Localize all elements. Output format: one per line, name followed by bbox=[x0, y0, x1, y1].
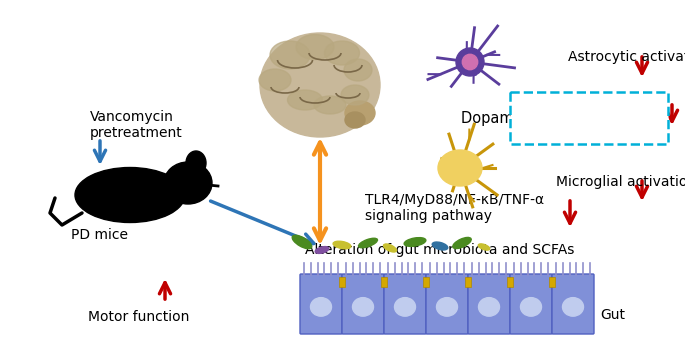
Text: TLR4/MyD88/NF-κB/TNF-α: TLR4/MyD88/NF-κB/TNF-α bbox=[365, 193, 544, 207]
Ellipse shape bbox=[384, 244, 397, 252]
Ellipse shape bbox=[259, 69, 291, 91]
Ellipse shape bbox=[164, 162, 212, 204]
Bar bbox=[339, 277, 345, 287]
Ellipse shape bbox=[453, 237, 471, 248]
Text: Gut: Gut bbox=[600, 308, 625, 322]
Text: signaling pathway: signaling pathway bbox=[365, 209, 492, 223]
Ellipse shape bbox=[438, 150, 482, 186]
Ellipse shape bbox=[562, 298, 584, 316]
Ellipse shape bbox=[436, 298, 458, 316]
Ellipse shape bbox=[333, 241, 351, 249]
Ellipse shape bbox=[479, 298, 499, 316]
FancyBboxPatch shape bbox=[510, 274, 552, 334]
FancyBboxPatch shape bbox=[552, 274, 594, 334]
Text: PD mice: PD mice bbox=[71, 228, 129, 242]
Ellipse shape bbox=[341, 85, 369, 105]
Text: Motor function: Motor function bbox=[88, 310, 189, 324]
Text: Vancomycin
pretreatment: Vancomycin pretreatment bbox=[90, 110, 183, 140]
Ellipse shape bbox=[260, 33, 380, 137]
Ellipse shape bbox=[296, 35, 334, 60]
Text: Alteration of gut microbiota and SCFAs: Alteration of gut microbiota and SCFAs bbox=[306, 243, 575, 257]
Ellipse shape bbox=[432, 242, 448, 250]
Ellipse shape bbox=[521, 298, 542, 316]
Text: Microglial activation: Microglial activation bbox=[556, 175, 685, 189]
Bar bbox=[507, 277, 513, 287]
Ellipse shape bbox=[288, 90, 323, 110]
Bar bbox=[465, 277, 471, 287]
FancyBboxPatch shape bbox=[468, 274, 510, 334]
Bar bbox=[549, 277, 555, 287]
Ellipse shape bbox=[325, 41, 360, 65]
Ellipse shape bbox=[353, 298, 373, 316]
FancyBboxPatch shape bbox=[342, 274, 384, 334]
Ellipse shape bbox=[395, 298, 416, 316]
Ellipse shape bbox=[310, 298, 332, 316]
Ellipse shape bbox=[270, 41, 310, 69]
Text: MAO-B: MAO-B bbox=[519, 94, 569, 108]
Ellipse shape bbox=[314, 96, 346, 114]
FancyBboxPatch shape bbox=[510, 92, 668, 144]
FancyBboxPatch shape bbox=[384, 274, 426, 334]
Ellipse shape bbox=[186, 151, 206, 175]
Ellipse shape bbox=[315, 246, 329, 254]
Bar bbox=[423, 277, 429, 287]
Ellipse shape bbox=[404, 238, 426, 246]
Ellipse shape bbox=[358, 238, 377, 248]
Ellipse shape bbox=[292, 235, 312, 249]
Circle shape bbox=[462, 54, 477, 70]
Text: Dopamine metabolism: Dopamine metabolism bbox=[461, 111, 627, 125]
Circle shape bbox=[456, 48, 484, 76]
Ellipse shape bbox=[345, 101, 375, 125]
FancyBboxPatch shape bbox=[300, 274, 342, 334]
Ellipse shape bbox=[478, 244, 490, 250]
FancyBboxPatch shape bbox=[426, 274, 468, 334]
Ellipse shape bbox=[344, 59, 372, 81]
Bar bbox=[381, 277, 387, 287]
Ellipse shape bbox=[345, 112, 365, 128]
Ellipse shape bbox=[75, 167, 185, 222]
Text: Astrocytic activation: Astrocytic activation bbox=[568, 50, 685, 64]
